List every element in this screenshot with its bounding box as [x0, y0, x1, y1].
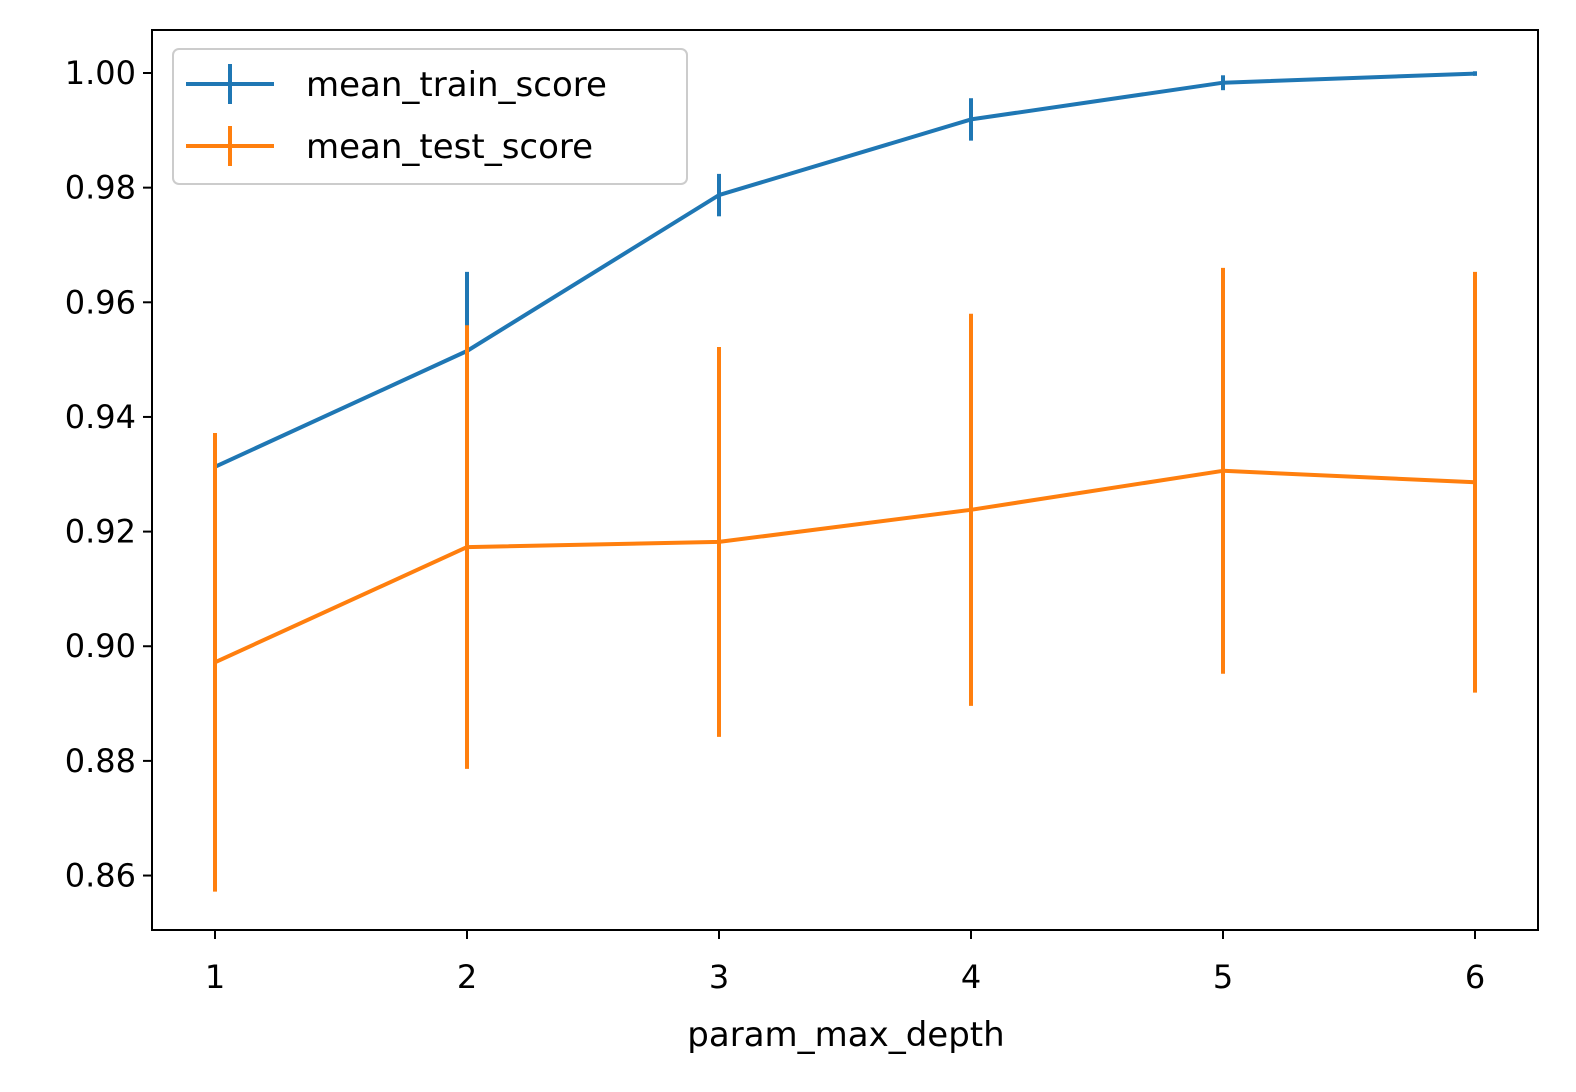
y-tick-label: 0.88 [65, 742, 136, 780]
legend-label-mean-train-score: mean_train_score [306, 65, 607, 105]
y-tick-label: 0.94 [65, 398, 136, 436]
axes-frame [151, 29, 1539, 931]
x-tick-label: 4 [961, 958, 981, 996]
x-tick-label: 5 [1213, 958, 1233, 996]
x-tick-label: 1 [205, 958, 225, 996]
legend-box [172, 48, 688, 185]
legend: mean_train_score mean_test_score [172, 48, 688, 185]
x-tick-label: 2 [457, 958, 477, 996]
legend-label-mean-test-score: mean_test_score [306, 127, 593, 167]
y-tick-label: 0.86 [65, 857, 136, 895]
series-line-mean-train-score [214, 71, 1476, 469]
plot-area [213, 71, 1477, 892]
x-tick-label: 3 [709, 958, 729, 996]
axes: 1 2 3 4 5 6 0.86 0.88 0.90 0.92 0.94 0.96 0.98 1.00 [65, 29, 1539, 996]
y-tick-label: 1.00 [65, 54, 136, 92]
x-tick-label: 6 [1465, 958, 1485, 996]
y-tick-label: 0.92 [65, 513, 136, 551]
y-tick-label: 0.96 [65, 283, 136, 321]
series-line-mean-test-score [214, 468, 1476, 665]
y-tick-label: 0.98 [65, 169, 136, 207]
x-axis-label: param_max_depth [687, 1015, 1004, 1055]
y-tick-label: 0.90 [65, 627, 136, 665]
